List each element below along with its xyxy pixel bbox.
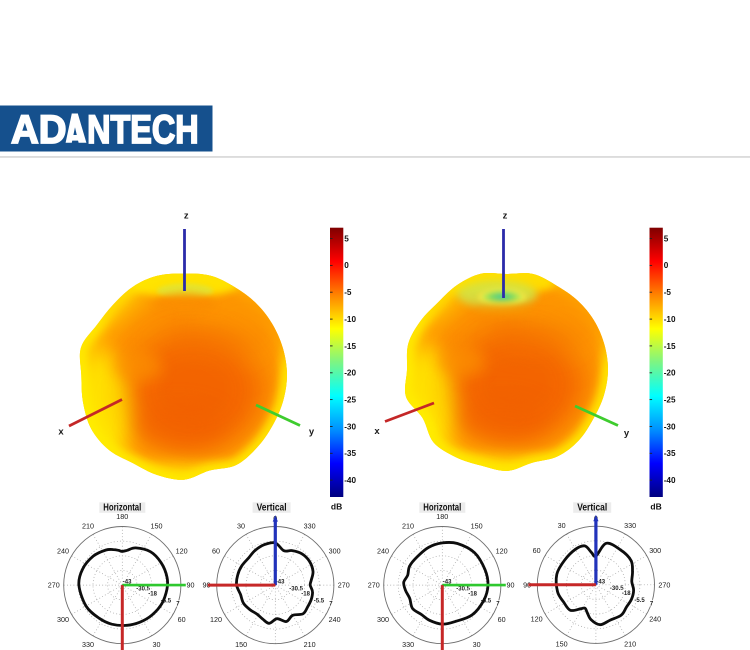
svg-text:-18: -18 [148, 591, 157, 597]
svg-text:30: 30 [237, 521, 245, 530]
svg-text:Vertical: Vertical [257, 503, 287, 514]
svg-text:5: 5 [664, 234, 669, 243]
svg-text:-30.5: -30.5 [289, 586, 303, 592]
svg-text:30: 30 [473, 640, 481, 649]
svg-text:60: 60 [212, 547, 220, 556]
svg-text:-43: -43 [596, 579, 605, 585]
svg-text:-30.5: -30.5 [456, 586, 470, 592]
svg-text:y: y [624, 428, 630, 439]
svg-text:180: 180 [436, 512, 448, 521]
svg-text:60: 60 [533, 546, 541, 555]
svg-text:z: z [184, 211, 189, 222]
svg-text:150: 150 [235, 640, 247, 649]
svg-text:-43: -43 [443, 580, 452, 586]
svg-text:x: x [58, 427, 64, 438]
svg-text:150: 150 [556, 640, 568, 649]
svg-text:30: 30 [558, 521, 566, 530]
svg-text:y: y [309, 427, 315, 438]
svg-text:270: 270 [48, 581, 60, 590]
svg-text:300: 300 [57, 615, 69, 624]
svg-text:Horizontal: Horizontal [423, 503, 461, 514]
svg-text:-15: -15 [344, 342, 356, 351]
svg-text:-5.5: -5.5 [481, 598, 492, 604]
svg-text:-5: -5 [344, 288, 352, 297]
svg-text:330: 330 [624, 521, 636, 530]
svg-text:x: x [374, 426, 380, 437]
svg-text:-30: -30 [664, 422, 676, 431]
svg-text:NTECH: NTECH [87, 108, 199, 152]
svg-text:-20: -20 [344, 369, 356, 378]
svg-text:60: 60 [178, 615, 186, 624]
svg-text:-30.5: -30.5 [136, 586, 150, 592]
svg-text:90: 90 [523, 580, 531, 589]
svg-text:-5.5: -5.5 [314, 598, 325, 604]
svg-text:210: 210 [304, 640, 316, 649]
svg-text:120: 120 [531, 615, 543, 624]
svg-text:240: 240 [649, 615, 661, 624]
svg-text:120: 120 [176, 547, 188, 556]
svg-text:dB: dB [331, 501, 342, 511]
svg-text:-10: -10 [664, 315, 676, 324]
svg-text:-30: -30 [344, 422, 356, 431]
svg-text:-35: -35 [344, 449, 356, 458]
svg-text:-20: -20 [664, 369, 676, 378]
svg-text:7: 7 [176, 602, 180, 608]
svg-text:240: 240 [57, 547, 69, 556]
svg-text:-18: -18 [622, 591, 631, 597]
svg-text:-30.5: -30.5 [610, 586, 624, 592]
svg-text:Horizontal: Horizontal [103, 503, 141, 514]
svg-text:-15: -15 [664, 342, 676, 351]
svg-text:120: 120 [210, 615, 222, 624]
svg-text:7: 7 [329, 602, 333, 608]
svg-text:90: 90 [507, 581, 515, 590]
svg-text:dB: dB [650, 501, 661, 511]
svg-text:150: 150 [471, 521, 483, 530]
svg-text:330: 330 [82, 640, 94, 649]
svg-text:Vertical: Vertical [577, 503, 607, 514]
svg-text:60: 60 [498, 615, 506, 624]
svg-text:-35: -35 [664, 449, 676, 458]
svg-text:-5: -5 [664, 288, 672, 297]
svg-text:-40: -40 [664, 476, 676, 485]
svg-text:-43: -43 [123, 580, 132, 586]
svg-text:240: 240 [377, 547, 389, 556]
svg-text:300: 300 [649, 546, 661, 555]
svg-text:5: 5 [344, 234, 349, 243]
svg-text:-5.5: -5.5 [161, 598, 172, 604]
svg-text:30: 30 [153, 640, 161, 649]
svg-text:120: 120 [496, 547, 508, 556]
svg-text:330: 330 [304, 521, 316, 530]
svg-text:-43: -43 [276, 580, 285, 586]
svg-text:90: 90 [187, 581, 195, 590]
svg-text:90: 90 [203, 581, 211, 590]
svg-text:270: 270 [658, 580, 670, 589]
svg-text:210: 210 [624, 640, 636, 649]
svg-text:AD: AD [11, 108, 66, 152]
svg-text:270: 270 [368, 581, 380, 590]
svg-text:210: 210 [402, 521, 414, 530]
svg-text:330: 330 [402, 640, 414, 649]
svg-text:7: 7 [650, 601, 654, 607]
svg-text:270: 270 [338, 581, 350, 590]
svg-text:180: 180 [116, 512, 128, 521]
svg-text:-5.5: -5.5 [634, 598, 645, 604]
svg-text:-40: -40 [344, 476, 356, 485]
svg-text:0: 0 [344, 261, 349, 270]
svg-text:-25: -25 [664, 396, 676, 405]
svg-text:-18: -18 [468, 591, 477, 597]
svg-text:-25: -25 [344, 396, 356, 405]
svg-text:240: 240 [329, 615, 341, 624]
svg-text:150: 150 [151, 521, 163, 530]
svg-text:300: 300 [377, 615, 389, 624]
svg-text:7: 7 [496, 602, 500, 608]
svg-text:-10: -10 [344, 315, 356, 324]
svg-text:0: 0 [664, 261, 669, 270]
svg-text:-18: -18 [301, 591, 310, 597]
svg-text:z: z [503, 211, 508, 222]
svg-text:210: 210 [82, 521, 94, 530]
svg-text:300: 300 [329, 547, 341, 556]
